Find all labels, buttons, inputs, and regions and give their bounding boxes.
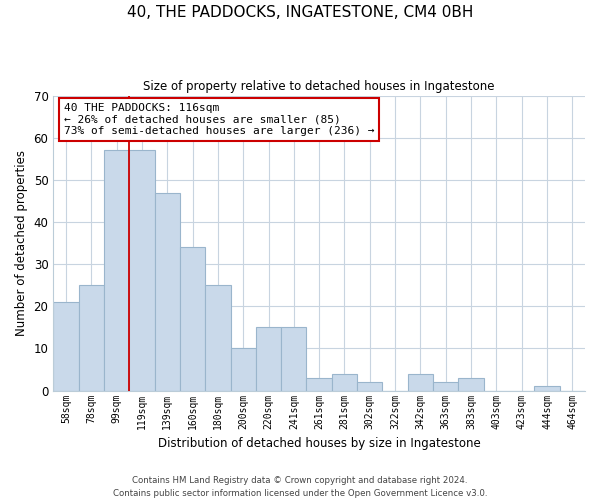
- Bar: [535, 386, 560, 390]
- Bar: [458, 378, 484, 390]
- X-axis label: Distribution of detached houses by size in Ingatestone: Distribution of detached houses by size …: [158, 437, 481, 450]
- Bar: [433, 382, 458, 390]
- Bar: [53, 302, 79, 390]
- Bar: [230, 348, 256, 391]
- Text: 40 THE PADDOCKS: 116sqm
← 26% of detached houses are smaller (85)
73% of semi-de: 40 THE PADDOCKS: 116sqm ← 26% of detache…: [64, 103, 374, 136]
- Bar: [129, 150, 155, 390]
- Bar: [155, 192, 180, 390]
- Bar: [180, 248, 205, 390]
- Bar: [307, 378, 332, 390]
- Bar: [408, 374, 433, 390]
- Bar: [281, 328, 307, 390]
- Y-axis label: Number of detached properties: Number of detached properties: [15, 150, 28, 336]
- Bar: [332, 374, 357, 390]
- Bar: [357, 382, 382, 390]
- Text: 40, THE PADDOCKS, INGATESTONE, CM4 0BH: 40, THE PADDOCKS, INGATESTONE, CM4 0BH: [127, 5, 473, 20]
- Bar: [104, 150, 129, 390]
- Title: Size of property relative to detached houses in Ingatestone: Size of property relative to detached ho…: [143, 80, 495, 93]
- Bar: [205, 286, 230, 391]
- Text: Contains HM Land Registry data © Crown copyright and database right 2024.
Contai: Contains HM Land Registry data © Crown c…: [113, 476, 487, 498]
- Bar: [79, 286, 104, 391]
- Bar: [256, 328, 281, 390]
